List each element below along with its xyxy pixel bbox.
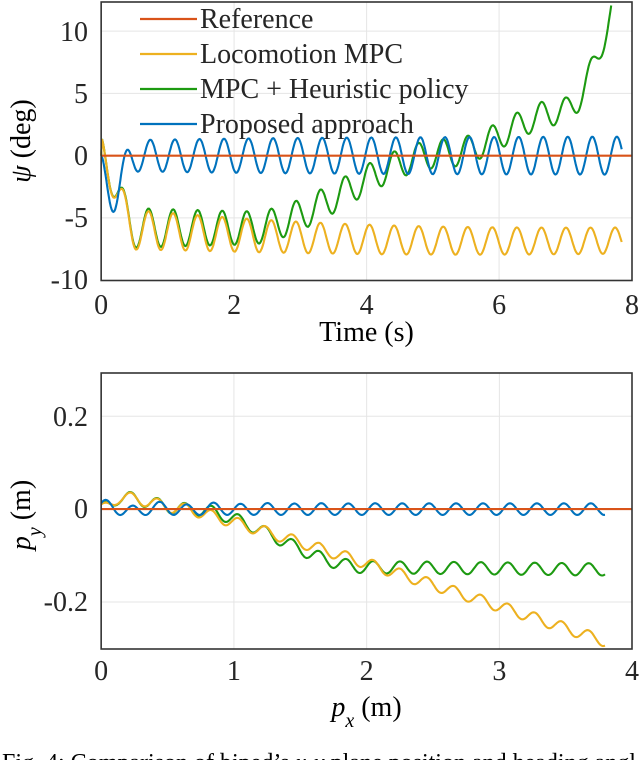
svg-text:4: 4 xyxy=(625,656,639,687)
svg-text:-5: -5 xyxy=(65,203,88,234)
svg-text:1: 1 xyxy=(227,656,241,687)
svg-text:0.2: 0.2 xyxy=(53,402,88,433)
svg-text:5: 5 xyxy=(74,79,88,110)
svg-text:10: 10 xyxy=(60,17,88,48)
svg-text:0: 0 xyxy=(94,656,108,687)
svg-text:Time (s): Time (s) xyxy=(319,317,414,348)
svg-text:-0.2: -0.2 xyxy=(44,587,88,618)
svg-text:-10: -10 xyxy=(51,265,88,296)
svg-text:Locomotion MPC: Locomotion MPC xyxy=(200,39,403,70)
svg-text:0: 0 xyxy=(74,494,88,525)
svg-text:0: 0 xyxy=(94,290,108,321)
svg-text:ψ (deg): ψ (deg) xyxy=(6,99,37,182)
svg-text:2: 2 xyxy=(360,656,374,687)
svg-text:8: 8 xyxy=(625,290,639,321)
svg-text:Proposed approach: Proposed approach xyxy=(200,109,414,140)
svg-text:Reference: Reference xyxy=(200,4,313,35)
svg-text:6: 6 xyxy=(492,290,506,321)
svg-text:Fig. 4: Comparison of biped’s: Fig. 4: Comparison of biped’s x-y plane … xyxy=(2,750,636,760)
svg-text:3: 3 xyxy=(492,656,506,687)
svg-text:2: 2 xyxy=(227,290,241,321)
svg-text:MPC + Heuristic policy: MPC + Heuristic policy xyxy=(200,74,469,105)
svg-text:0: 0 xyxy=(74,141,88,172)
